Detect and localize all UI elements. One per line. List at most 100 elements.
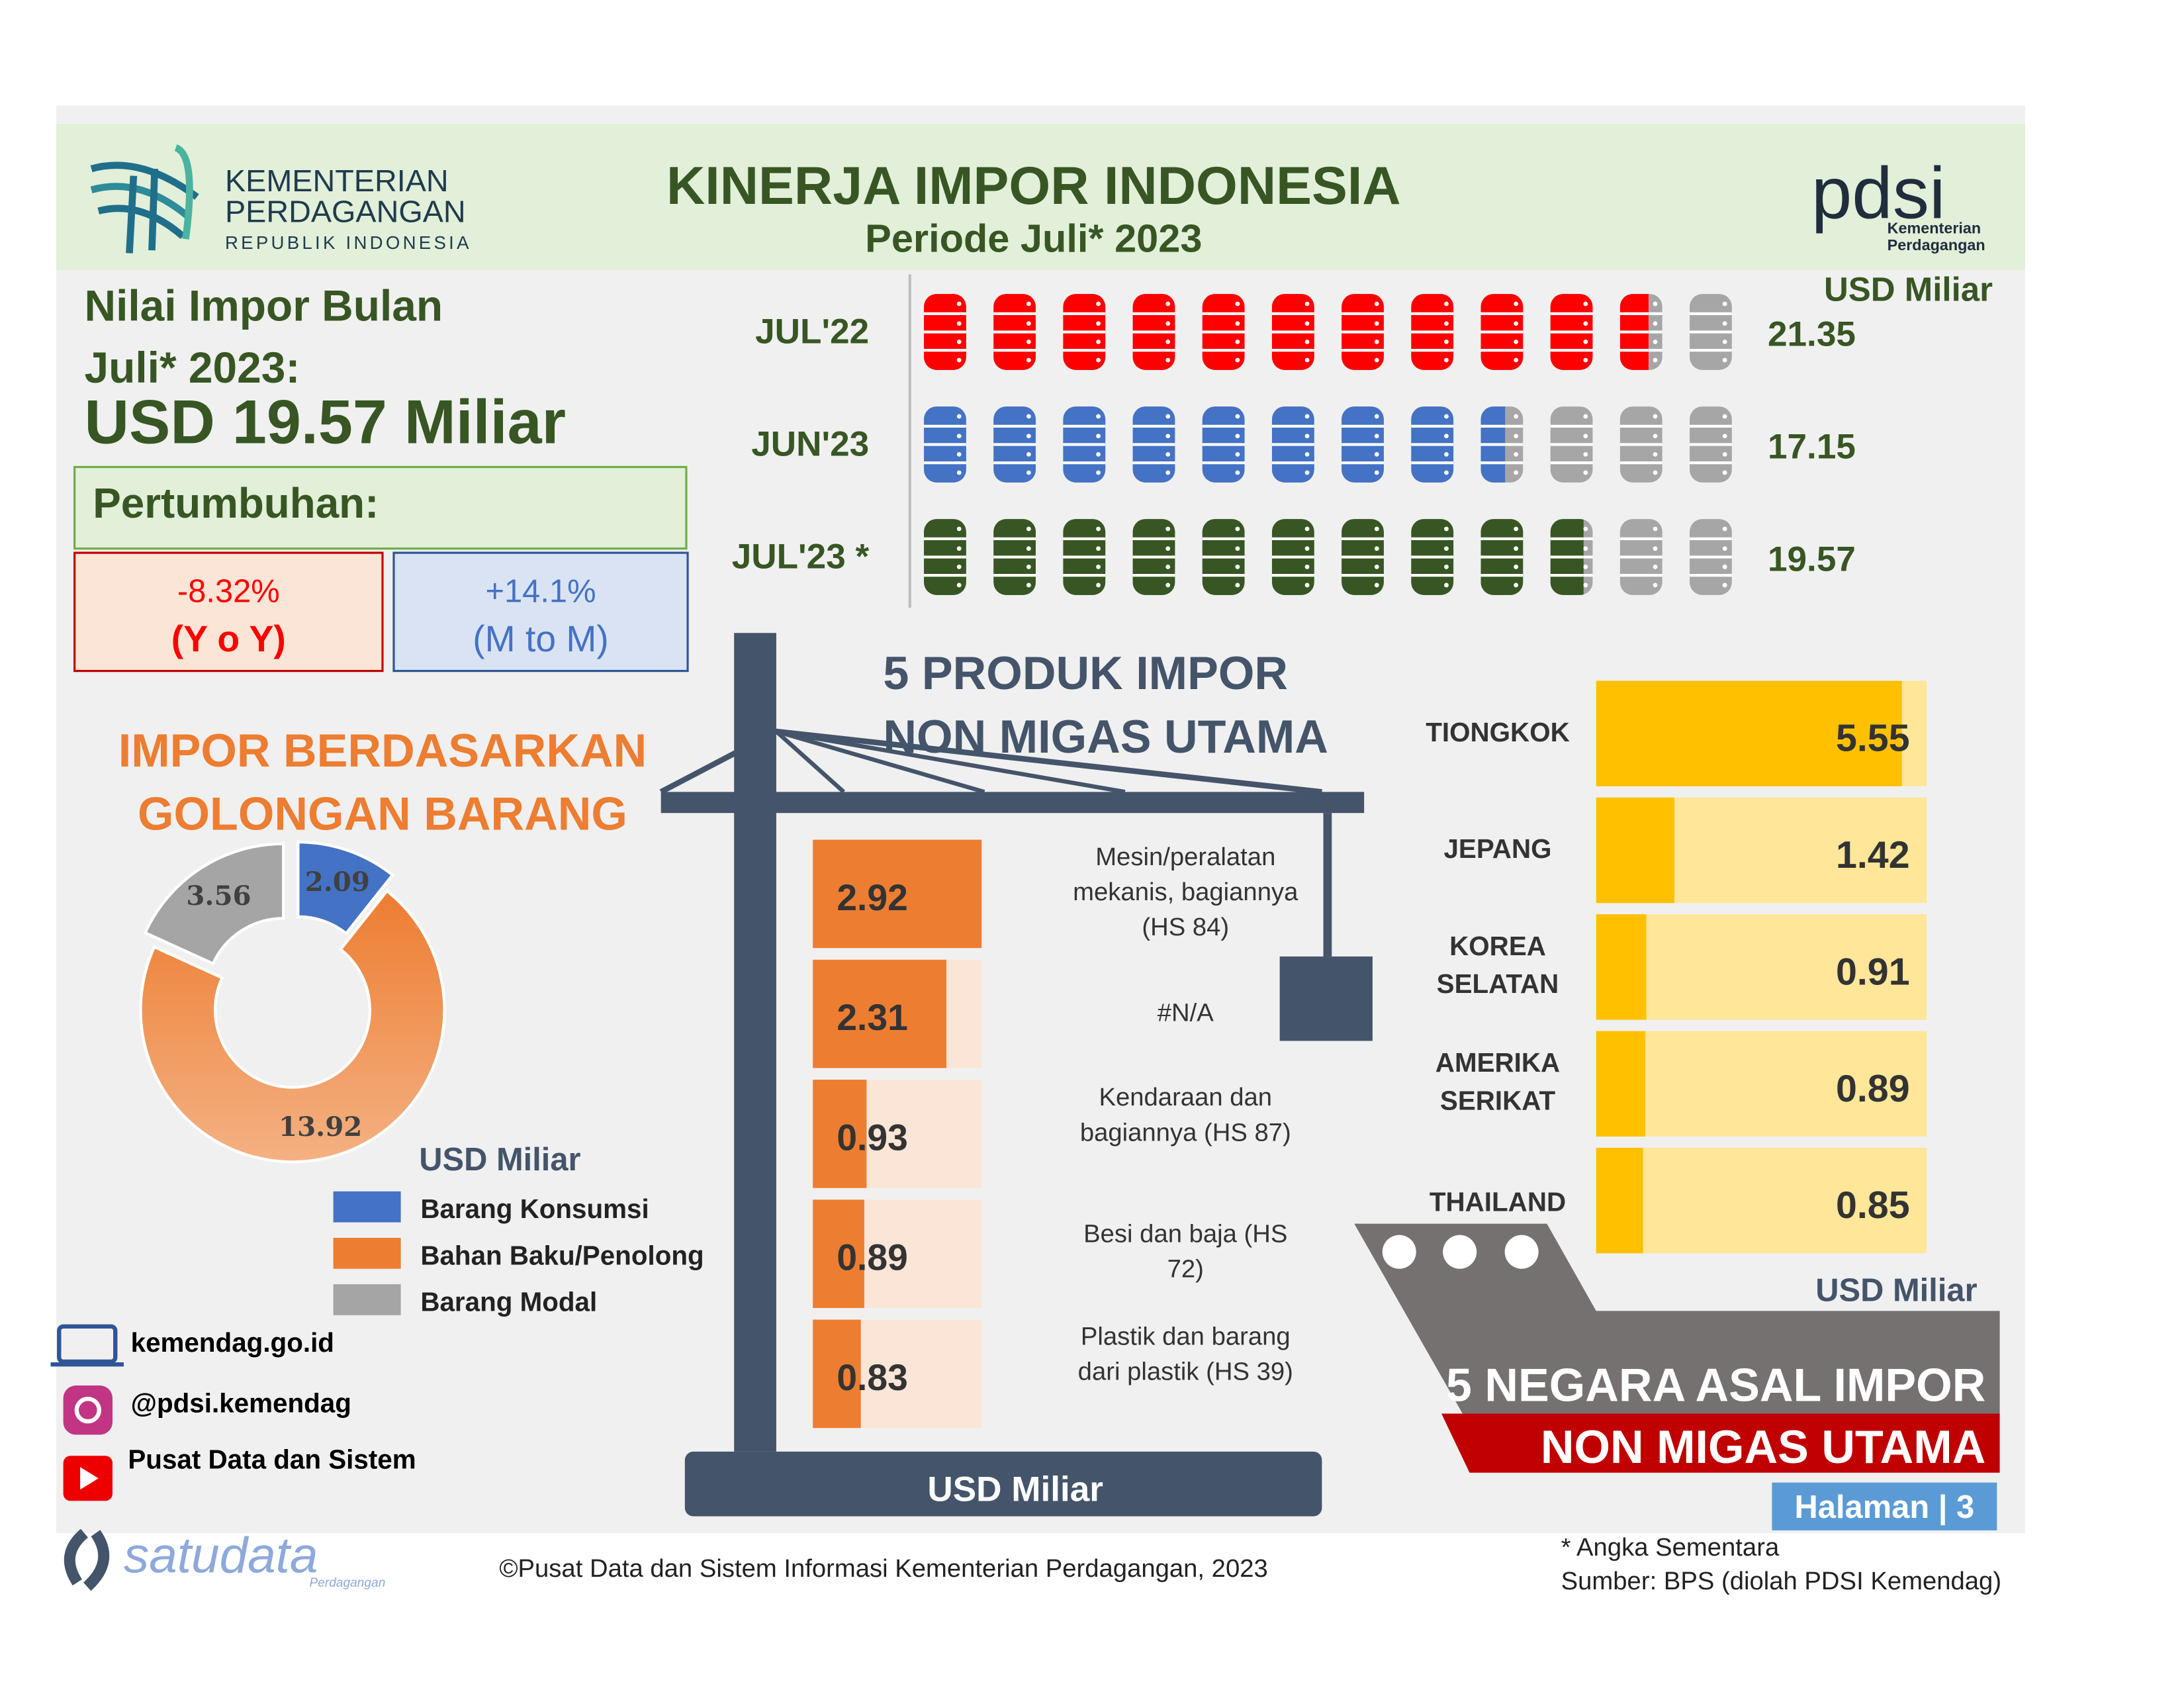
summary-label: Nilai Impor Bulan Juli* 2023: xyxy=(84,275,443,399)
db-dot xyxy=(1096,414,1101,419)
unit-label: USD Miliar xyxy=(1815,1273,1977,1309)
db-icon xyxy=(1690,294,1732,370)
db-icon xyxy=(1342,294,1384,370)
db-dot xyxy=(1235,414,1240,419)
bar-category: TIONGKOK xyxy=(1426,718,1570,749)
bar-category: AMERIKA SERIKAT xyxy=(1435,1049,1561,1117)
db-icon xyxy=(1480,406,1506,483)
bar-category: Kendaraan dan bagiannya (HS 87) xyxy=(1079,1082,1291,1146)
legend-label: Barang Konsumsi xyxy=(420,1194,649,1224)
bar-bg xyxy=(1596,1147,1927,1254)
bar-value: 1.42 xyxy=(1836,834,1910,876)
bar-title: NON MIGAS UTAMA xyxy=(1541,1421,1985,1473)
mtm: +14.1% (M to M) xyxy=(394,567,688,662)
db-dot xyxy=(1514,339,1519,344)
db-icon xyxy=(993,294,1036,370)
db-dot xyxy=(1026,564,1031,569)
db-dot xyxy=(1374,414,1379,419)
db-icon xyxy=(1480,519,1524,595)
bar xyxy=(1596,1031,1645,1137)
db-dot xyxy=(1722,583,1727,588)
db-dot xyxy=(1583,528,1584,530)
db-icon xyxy=(924,294,966,370)
unit-label: USD Miliar xyxy=(927,1470,1103,1509)
pdsi-logo: pdsi xyxy=(1811,152,1946,234)
value-label: 17.15 xyxy=(1768,428,1856,467)
db-dot xyxy=(1514,434,1519,439)
db-dot xyxy=(1374,451,1379,457)
db-dot xyxy=(1374,339,1379,344)
db-icon xyxy=(1063,406,1106,483)
db-dot xyxy=(1165,434,1171,439)
db-dot xyxy=(1026,583,1031,588)
db-dot xyxy=(1653,546,1658,551)
db-dot xyxy=(1304,434,1310,439)
db-dot xyxy=(1165,339,1171,344)
db-dot xyxy=(1304,451,1310,457)
db-dot xyxy=(956,546,962,551)
db-dot xyxy=(1374,583,1379,588)
bar-value: 0.89 xyxy=(837,1237,908,1278)
db-dot xyxy=(1583,339,1588,344)
icon-value xyxy=(924,519,1584,595)
icon-value xyxy=(924,294,1649,370)
db-dot xyxy=(1026,301,1031,306)
db-icon xyxy=(1690,519,1732,595)
db-dot xyxy=(1583,547,1584,550)
db-icon xyxy=(1550,294,1593,370)
db-dot xyxy=(1653,583,1658,588)
db-icon xyxy=(993,519,1036,595)
db-icon xyxy=(924,519,966,595)
org-line: PERDAGANGAN xyxy=(224,194,466,230)
db-dot xyxy=(1235,526,1240,532)
db-dot xyxy=(1235,583,1240,588)
db-dot xyxy=(1304,470,1310,475)
bar-value: 0.85 xyxy=(1836,1184,1910,1227)
db-dot xyxy=(1653,321,1658,326)
db-dot xyxy=(1583,584,1584,586)
db-icon xyxy=(1619,294,1649,370)
db-dot xyxy=(1722,414,1727,419)
link[interactable]: kemendag.go.id xyxy=(130,1329,334,1359)
db-dot xyxy=(1583,414,1588,419)
link[interactable]: @pdsi.kemendag xyxy=(130,1389,351,1420)
db-icon xyxy=(1690,406,1732,483)
db-dot xyxy=(1583,526,1588,532)
db-dot xyxy=(1026,339,1031,344)
db-dot xyxy=(1235,564,1240,569)
db-dot xyxy=(1653,339,1658,344)
db-dot xyxy=(1374,357,1379,363)
db-icon xyxy=(1202,519,1245,595)
icon-value xyxy=(924,406,1506,483)
bar-bg xyxy=(1596,1031,1927,1137)
db-dot xyxy=(1444,357,1449,363)
db-dot xyxy=(1165,546,1171,551)
db-icon xyxy=(1271,406,1314,483)
slice-label: 13.92 xyxy=(279,1111,362,1143)
row-label: JUL'22 xyxy=(755,312,869,351)
db-dot xyxy=(1304,414,1310,419)
db-dot xyxy=(1235,434,1240,439)
db-dot xyxy=(1165,564,1171,569)
db-dot xyxy=(1374,470,1379,475)
db-icon xyxy=(1411,519,1454,595)
db-dot xyxy=(1583,565,1584,568)
db-dot xyxy=(1165,526,1171,532)
db-dot xyxy=(1514,321,1519,326)
mtm-label: (M to M) xyxy=(473,617,609,660)
db-dot xyxy=(1165,470,1171,475)
unit-label: USD Miliar xyxy=(1824,271,1993,308)
bar xyxy=(1596,914,1647,1020)
bar xyxy=(813,1080,867,1188)
db-dot xyxy=(1165,321,1171,326)
bar-value: 5.55 xyxy=(1836,718,1910,760)
db-dot xyxy=(1096,339,1101,344)
db-dot xyxy=(1374,564,1379,569)
title: KINERJA IMPOR INDONESIA xyxy=(666,157,1401,217)
db-dot xyxy=(1444,470,1449,475)
db-dot xyxy=(1026,414,1031,419)
page-number: Halaman | 3 xyxy=(1794,1488,1975,1525)
link[interactable]: Pusat Data dan Sistem xyxy=(128,1446,416,1476)
db-dot xyxy=(1096,564,1101,569)
